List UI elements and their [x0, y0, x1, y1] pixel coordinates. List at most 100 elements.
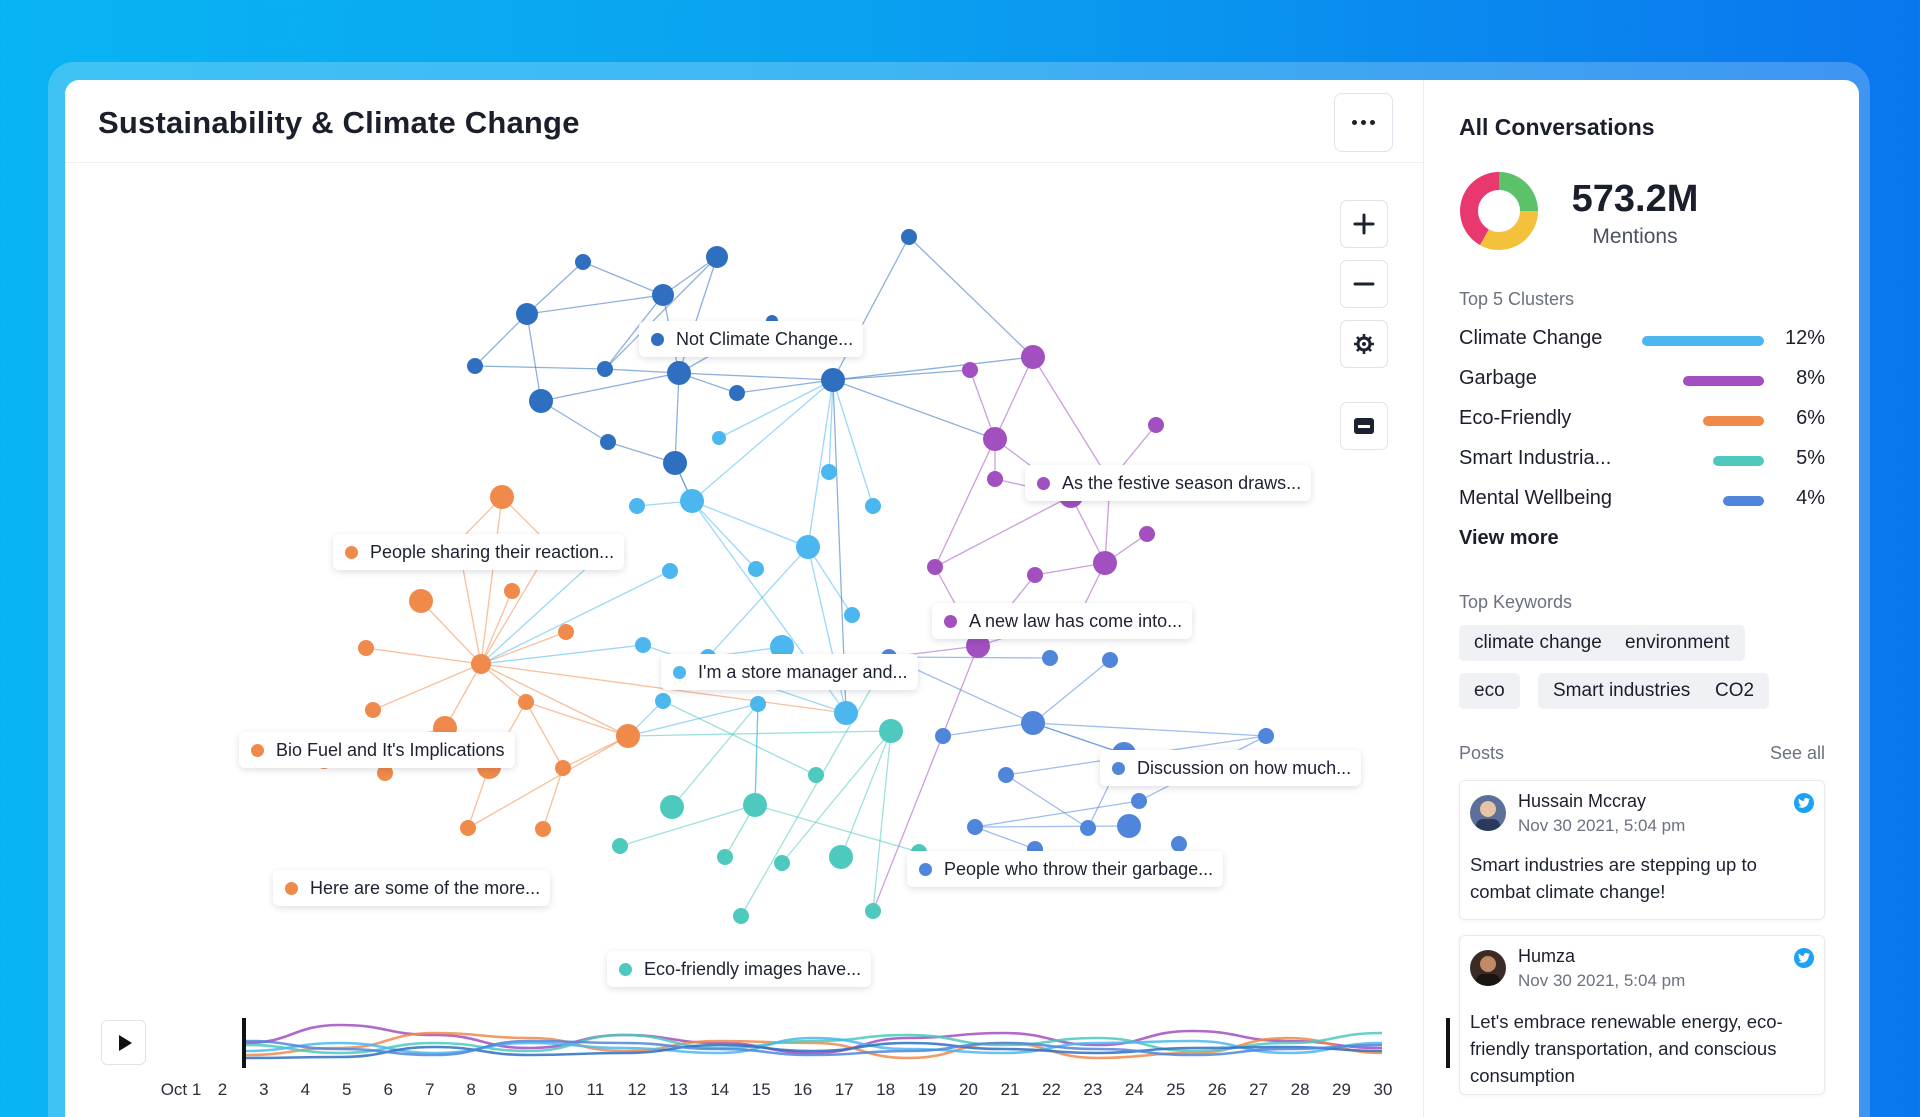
- timeline-start-handle[interactable]: [242, 1018, 246, 1068]
- cluster-label[interactable]: Discussion on how much...: [1100, 750, 1362, 786]
- graph-node[interactable]: [901, 229, 917, 245]
- keyword-chip[interactable]: Smart industries: [1538, 673, 1706, 709]
- graph-node[interactable]: [555, 760, 571, 776]
- keyword-chip[interactable]: CO2: [1700, 673, 1770, 709]
- cluster-label[interactable]: People who throw their garbage...: [907, 851, 1224, 887]
- graph-node[interactable]: [655, 693, 671, 709]
- graph-node[interactable]: [1042, 650, 1058, 666]
- graph-node[interactable]: [1080, 820, 1096, 836]
- graph-node[interactable]: [663, 451, 687, 475]
- graph-node[interactable]: [808, 767, 824, 783]
- post-card[interactable]: Hussain Mccray Nov 30 2021, 5:04 pm Smart …: [1459, 780, 1825, 920]
- graph-node[interactable]: [377, 765, 393, 781]
- graph-node[interactable]: [927, 559, 943, 575]
- graph-node[interactable]: [983, 427, 1007, 451]
- graph-node[interactable]: [879, 719, 903, 743]
- graph-node[interactable]: [652, 284, 674, 306]
- graph-node[interactable]: [660, 795, 684, 819]
- graph-node[interactable]: [748, 561, 764, 577]
- cluster-row[interactable]: Smart Industria... 5%: [1459, 444, 1825, 474]
- graph-node[interactable]: [467, 358, 483, 374]
- graph-node[interactable]: [796, 535, 820, 559]
- graph-node[interactable]: [774, 855, 790, 871]
- graph-node[interactable]: [1027, 567, 1043, 583]
- cluster-row[interactable]: Mental Wellbeing 4%: [1459, 484, 1825, 514]
- graph-node[interactable]: [365, 702, 381, 718]
- graph-node[interactable]: [635, 637, 651, 653]
- graph-node[interactable]: [575, 254, 591, 270]
- cluster-label[interactable]: As the festive season draws...: [1025, 465, 1312, 501]
- graph-node[interactable]: [1139, 526, 1155, 542]
- graph-node[interactable]: [629, 498, 645, 514]
- cluster-label[interactable]: Here are some of the more...: [273, 870, 551, 906]
- see-all-link[interactable]: See all: [1769, 743, 1825, 763]
- cluster-row[interactable]: Climate Change 12%: [1459, 324, 1825, 354]
- zoom-out-button[interactable]: [1340, 260, 1388, 308]
- graph-node[interactable]: [712, 431, 726, 445]
- graph-node[interactable]: [829, 845, 853, 869]
- graph-node[interactable]: [865, 498, 881, 514]
- graph-node[interactable]: [535, 821, 551, 837]
- graph-node[interactable]: [471, 654, 491, 674]
- graph-node[interactable]: [865, 903, 881, 919]
- graph-node[interactable]: [729, 385, 745, 401]
- graph-node[interactable]: [834, 701, 858, 725]
- graph-node[interactable]: [821, 464, 837, 480]
- graph-node[interactable]: [1148, 417, 1164, 433]
- cluster-row[interactable]: Eco-Friendly 6%: [1459, 404, 1825, 434]
- graph-node[interactable]: [967, 819, 983, 835]
- keyword-chip[interactable]: environment: [1610, 625, 1745, 661]
- graph-node[interactable]: [358, 640, 374, 656]
- graph-node[interactable]: [409, 589, 433, 613]
- graph-node[interactable]: [1131, 793, 1147, 809]
- cluster-label[interactable]: Not Climate Change...: [639, 321, 864, 357]
- cluster-label[interactable]: I'm a store manager and...: [661, 654, 918, 690]
- cluster-label[interactable]: Eco-friendly images have...: [607, 951, 872, 987]
- graph-node[interactable]: [490, 485, 514, 509]
- graph-node[interactable]: [460, 820, 476, 836]
- graph-node[interactable]: [1171, 836, 1187, 852]
- graph-node[interactable]: [504, 583, 520, 599]
- keyword-chip[interactable]: eco: [1459, 673, 1520, 709]
- graph-node[interactable]: [680, 489, 704, 513]
- more-options-button[interactable]: [1334, 93, 1393, 152]
- graph-node[interactable]: [844, 607, 860, 623]
- graph-node[interactable]: [1102, 652, 1118, 668]
- graph-node[interactable]: [600, 434, 616, 450]
- graph-node[interactable]: [1117, 814, 1141, 838]
- graph-node[interactable]: [966, 634, 990, 658]
- view-more-link[interactable]: View more: [1459, 527, 1559, 549]
- graph-node[interactable]: [706, 246, 728, 268]
- graph-node[interactable]: [1021, 345, 1045, 369]
- graph-node[interactable]: [1258, 728, 1274, 744]
- graph-node[interactable]: [597, 361, 613, 377]
- graph-node[interactable]: [558, 624, 574, 640]
- graph-node[interactable]: [821, 368, 845, 392]
- graph-node[interactable]: [662, 563, 678, 579]
- graph-node[interactable]: [1021, 711, 1045, 735]
- keyword-chip[interactable]: climate change: [1459, 625, 1617, 661]
- graph-node[interactable]: [667, 361, 691, 385]
- graph-node[interactable]: [743, 793, 767, 817]
- graph-node[interactable]: [935, 728, 951, 744]
- graph-node[interactable]: [998, 767, 1014, 783]
- play-button[interactable]: [101, 1020, 146, 1065]
- graph-node[interactable]: [518, 694, 534, 710]
- graph-node[interactable]: [770, 635, 794, 659]
- legend-button[interactable]: [1340, 402, 1388, 450]
- graph-node[interactable]: [529, 389, 553, 413]
- graph-node[interactable]: [717, 849, 733, 865]
- timeline-end-handle[interactable]: [1446, 1018, 1450, 1068]
- cluster-row[interactable]: Garbage 8%: [1459, 364, 1825, 394]
- graph-node[interactable]: [733, 908, 749, 924]
- zoom-in-button[interactable]: [1340, 200, 1388, 248]
- graph-node[interactable]: [750, 696, 766, 712]
- graph-node[interactable]: [987, 471, 1003, 487]
- cluster-label[interactable]: Bio Fuel and It's Implications: [239, 732, 515, 768]
- post-card[interactable]: Humza Nov 30 2021, 5:04 pm Let's embrace r…: [1459, 935, 1825, 1095]
- graph-node[interactable]: [516, 303, 538, 325]
- graph-node[interactable]: [612, 838, 628, 854]
- cluster-label[interactable]: People sharing their reaction...: [333, 534, 625, 570]
- graph-node[interactable]: [962, 362, 978, 378]
- timeline-slider[interactable]: [175, 1013, 1455, 1083]
